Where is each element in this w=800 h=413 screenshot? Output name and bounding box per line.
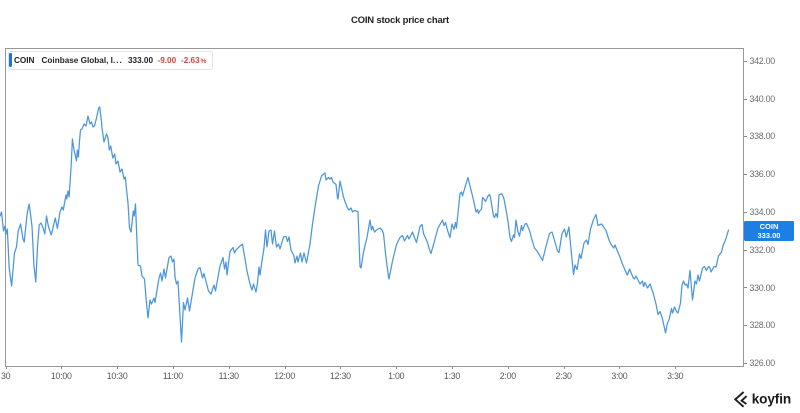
svg-text:koyfin: koyfin [752, 391, 791, 406]
